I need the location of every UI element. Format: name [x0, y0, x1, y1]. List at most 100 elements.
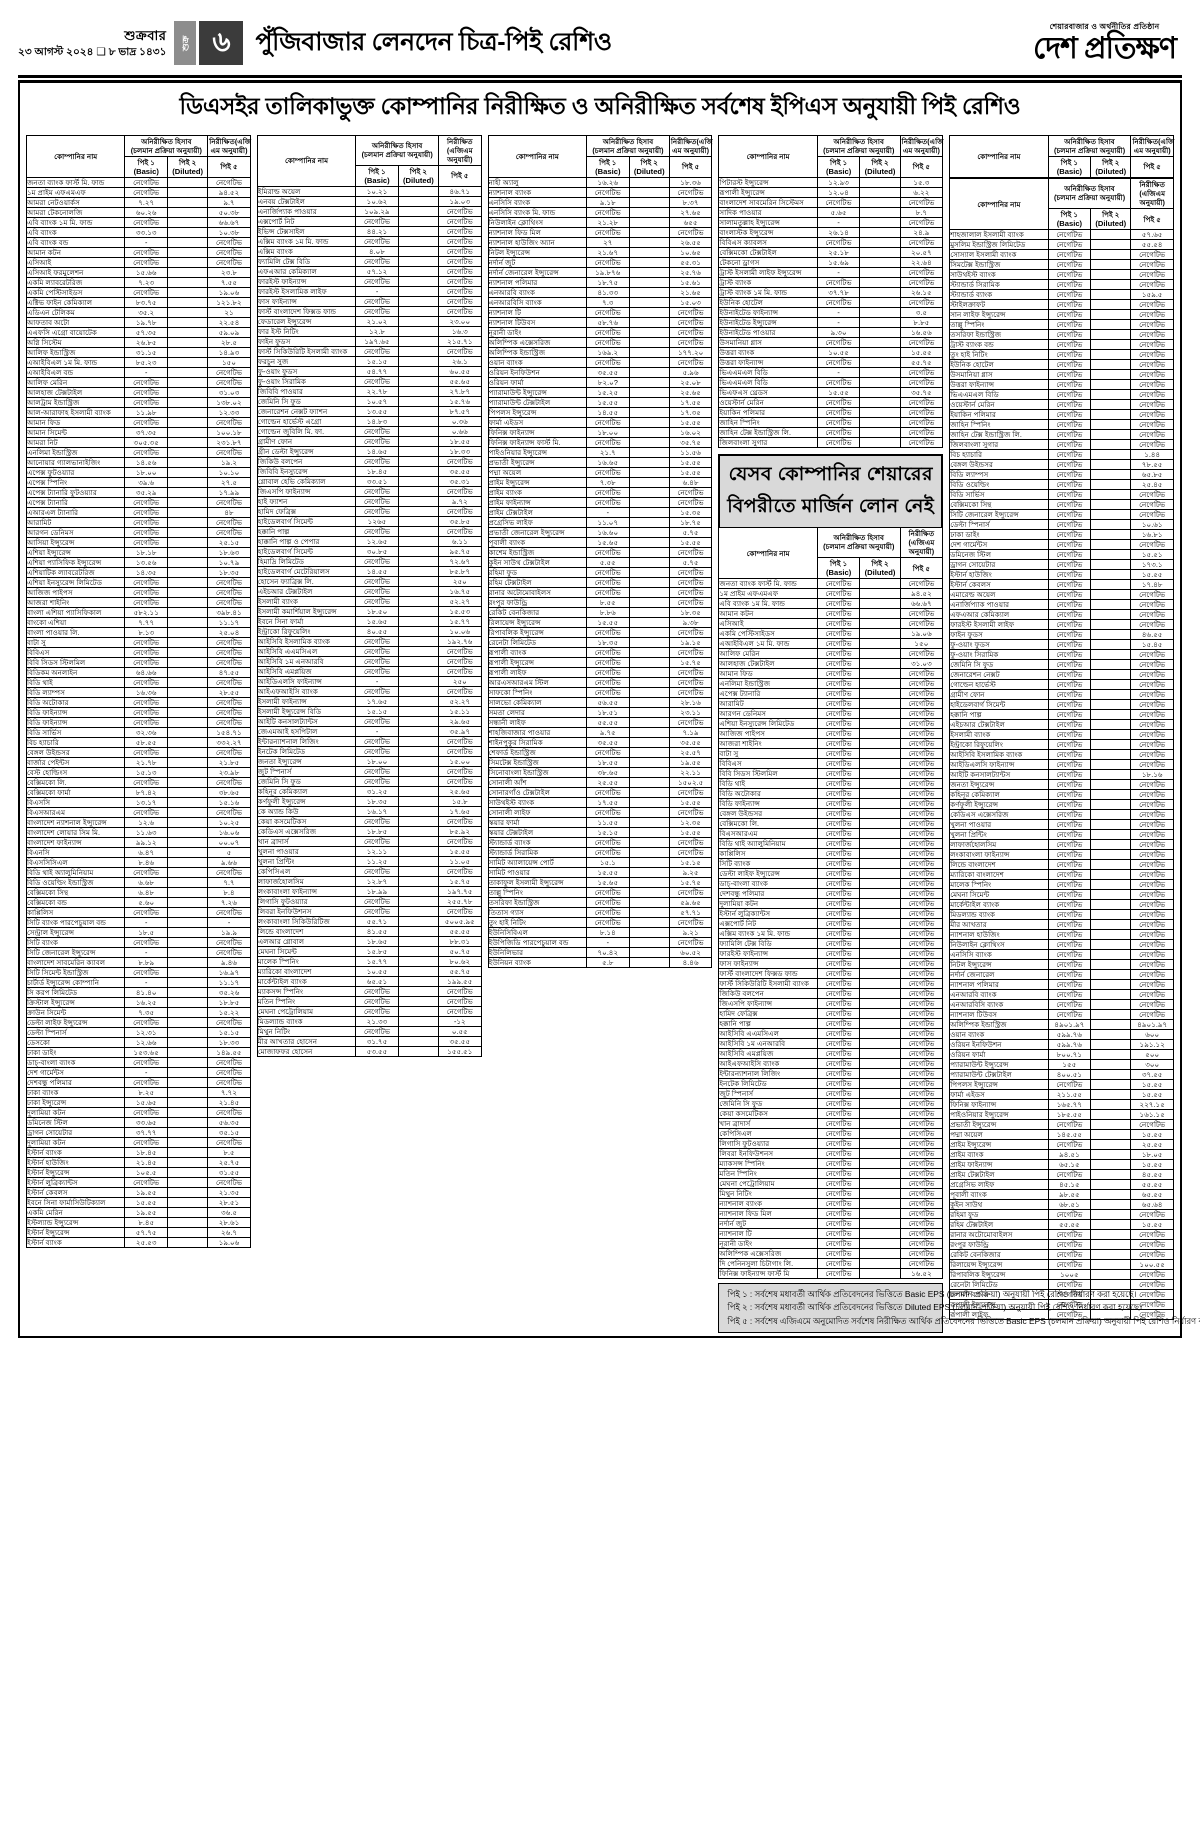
pe5-cell: ১২১.৮২	[207, 296, 251, 308]
pe2-cell	[397, 375, 440, 387]
pe2-cell	[166, 626, 209, 638]
company-name-cell: ইস্টার্ন ব্যাংক	[25, 1146, 126, 1158]
table-row: এবি ব্যাংক ১ম মি. ফান্ড নেগেটিভ ৬৬.৬৭	[718, 598, 944, 610]
table-row: আরগন ডেনিমস নেগেটিভ নেগেটিভ	[25, 526, 251, 538]
pe1-cell: নেগেটিভ	[816, 1058, 861, 1070]
pe5-cell: ৯.২১	[668, 926, 713, 938]
pe1-cell: ১২.৮	[355, 325, 399, 337]
table-row: সোনালী লাইফ নেগেটিভ নেগেটিভ	[487, 806, 713, 818]
company-name-cell: মিডল্যান্ড ব্যাংক	[256, 1015, 357, 1027]
pe2-cell	[397, 805, 440, 817]
pe1-cell: ১৯.৫৫	[124, 1206, 168, 1218]
pe2-cell	[166, 186, 209, 198]
pe5-cell: নেগেটিভ	[1130, 889, 1174, 901]
pe2-cell	[1090, 1009, 1132, 1021]
table-row: ফার্স্ট সিকিউরিটি ইসলামী ব্যাংক নেগেটিভ নে…	[718, 978, 944, 990]
company-name-cell: এফএআর কেমিক্যাল	[949, 609, 1049, 621]
table-row: ইস্টার্ন ব্যাংক ১৮.৪৫ ৮.৫	[25, 1146, 251, 1158]
pe2-cell	[1090, 1099, 1132, 1111]
pe5-cell: ২৩.৯৮	[207, 766, 251, 778]
weekday-label: শুক্রবার	[124, 28, 167, 44]
table-row: কেডিএস এক্সেসরিজ ১৮.৮৫ ৮৫.৯২	[256, 825, 482, 837]
pe1-cell: ৮.৪৬	[124, 856, 168, 868]
pe2-cell	[397, 735, 440, 747]
pe2-cell	[166, 946, 209, 958]
pe5-cell: ১৪.৯৩	[207, 346, 251, 358]
pe1-cell: নেগেটিভ	[586, 886, 630, 898]
pe2-cell	[397, 355, 440, 367]
company-name-cell: মীর আখতার হোসেন	[256, 1035, 357, 1047]
pe1-cell: নেগেটিভ	[124, 806, 168, 818]
pe1-cell: ১১.৬৩	[124, 826, 168, 838]
table-row: একমি পেস্টিসাইডস নেগেটিভ ১৯.০৬	[25, 286, 251, 298]
pe1-cell: নেগেটিভ	[1047, 429, 1092, 441]
pe1-cell: নেগেটিভ	[1047, 469, 1092, 481]
company-name-cell: টেকনো ড্রাগস	[718, 256, 818, 268]
col-header-pe1: পিই ১ (Basic)	[816, 155, 861, 178]
table-row: আইএফআইসি ব্যাংক নেগেটিভ নেগেটিভ	[256, 685, 482, 697]
company-name-cell: প্রাইম ফাইন্যান্স	[949, 1159, 1049, 1171]
pe2-cell	[1090, 769, 1132, 781]
col-header-pe1: পিই ১ (Basic)	[1047, 207, 1092, 231]
pe5-cell: নেগেটিভ	[438, 815, 482, 827]
pe2-cell	[859, 588, 901, 600]
pe1-cell: নেগেটিভ	[816, 878, 861, 890]
table-row: প্রাইম ইন্স্যুরেন্স নেগেটিভ ২৫.৫৫	[949, 1139, 1174, 1151]
pe2-cell	[166, 1126, 209, 1138]
company-name-cell: ইস্টার্ন লুব্রিক্যান্টস	[25, 1176, 126, 1188]
pe5-cell: নেগেটিভ	[899, 578, 944, 590]
table-row: দুলামিয়া কটন নেগেটিভ নেগেটিভ	[25, 1106, 251, 1118]
pe5-cell: ৪৭.৫৫	[207, 666, 251, 678]
table-row: বাংলাদেশ ফাইন্যান্স ৯৯.১২ ০০.০৭	[25, 836, 251, 848]
pe1-cell: নেগেটিভ	[1047, 959, 1092, 971]
company-name-cell: স্কয়ার টেক্সটাইল	[487, 826, 588, 838]
company-name-cell: ফাইন ফুডস	[256, 335, 357, 347]
masthead-brand: শেয়ারবাজার ও অর্থনীতির প্রতিষ্ঠান দেশ প…	[1033, 22, 1182, 64]
company-name-cell: খান ব্রাদার্স	[256, 835, 357, 847]
pe2-cell	[397, 575, 440, 587]
company-name-cell: হিমাদ্রি লিমিটেড	[256, 555, 357, 567]
company-name-cell: ইউনিয়ন ব্যাংক	[487, 956, 588, 968]
company-name-cell: পিপলস ইন্স্যুরেন্স	[487, 406, 588, 418]
pe2-cell	[1090, 549, 1132, 561]
table-row: ফাস ফাইন্যান্স নেগেটিভ নেগেটিভ	[256, 295, 482, 307]
pe2-cell	[166, 1206, 209, 1218]
pe1-cell: ১৪.৫৫	[355, 565, 399, 577]
pe2-cell	[1090, 949, 1132, 961]
company-name-cell: জেমিনি সি ফুড	[718, 1098, 818, 1110]
pe1-cell: ৪১.৫৫	[355, 925, 399, 937]
pe2-cell	[166, 266, 209, 278]
table-row: আমান সিমেন্ট ৩৭.৩৫ ১০০.১৮	[25, 426, 251, 438]
pe1-cell: -	[124, 236, 168, 248]
company-name-cell: প্রগ্রেসিভ লাইফ	[487, 516, 588, 528]
pe2-cell	[1090, 1229, 1132, 1241]
pe5-cell: ১০.২৫	[207, 816, 251, 828]
company-name-cell: লিবরা ইনফিউশনস	[256, 905, 357, 917]
pe-table-body: ইমিরাল্ড অয়েল ১০.২১ ৪৬.৭১ এনবয় টেক্সটাইল ১…	[256, 185, 482, 1057]
table-row: কুইন সাউথ ৬৮.৫১ ৬৫.৬৪	[949, 1199, 1174, 1211]
col-header-pe5: পিই ৫	[668, 155, 713, 178]
table-row: সিটি জেনারেল ইন্স্যুরেন্স - নেগেটিভ	[25, 946, 251, 958]
pe2-cell	[628, 586, 670, 598]
pe5-cell: নেগেটিভ	[1130, 689, 1174, 701]
pe1-cell: নেগেটিভ	[586, 906, 630, 918]
pe5-cell: নেগেটিভ	[438, 525, 482, 537]
pe1-cell: নেগেটিভ	[355, 835, 399, 847]
table-row: বিডি সার্ভিস ৩২.৩৬ ১৫৪.৭১	[25, 726, 251, 738]
table-row: এপেক্স স্পিনিং ৩৯.৬ ২৭.৫	[25, 476, 251, 488]
table-row: ওরিয়ন ফার্মা ৮০০.৭১ ৫০০	[949, 1049, 1174, 1061]
pe2-cell	[397, 765, 440, 777]
pe1-cell: ১০.৫৫	[355, 965, 399, 977]
pe2-cell	[859, 1058, 901, 1070]
table-row: ফেডারেল ইন্স্যুরেন্স ২১.০২ ২৩.০০	[256, 315, 482, 327]
company-name-cell: রহিমা ফুড	[949, 1209, 1049, 1221]
pe2-cell	[1090, 509, 1132, 521]
col-header-pe2: পিই ২ (Diluted)	[1090, 155, 1132, 178]
company-name-cell: আনোয়ার গ্যালভানাইজিং	[25, 456, 126, 468]
pe1-cell: ১০.৬২	[355, 195, 399, 207]
pe1-cell: নেগেটিভ	[816, 1178, 861, 1190]
pe1-cell: নেগেটিভ	[124, 1016, 168, 1028]
pe2-cell	[859, 396, 901, 408]
company-name-cell: নর্দার্ন জুট	[718, 1218, 818, 1230]
pe2-cell	[1090, 419, 1132, 431]
